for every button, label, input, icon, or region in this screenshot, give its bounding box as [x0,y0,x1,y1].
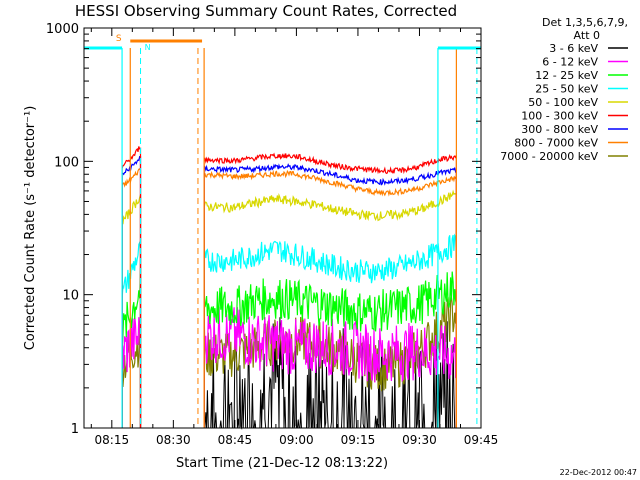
legend-entry-label: 50 - 100 keV [528,96,598,109]
y-tick-label: 10 [62,289,79,304]
night-label: N [145,43,151,52]
legend-entry-label: 7000 - 20000 keV [500,150,598,163]
series-line-25-50-kev-segment-1 [121,240,142,428]
x-tick-label: 08:15 [95,433,130,447]
series-line-800-7000-kev-segment-2 [203,169,457,428]
marker-layer: SN [84,34,481,428]
series-line-50-100-kev-segment-2 [203,189,457,428]
y-tick-label: 1 [71,422,79,437]
series-line-100-300-kev-segment-1 [121,146,142,428]
x-tick-label: 08:30 [156,433,191,447]
y-tick-label: 1000 [46,22,79,37]
x-tick-label: 09:45 [464,433,499,447]
y-tick-label: 100 [54,155,79,170]
footer-timestamp: 22-Dec-2012 00:47 [560,468,637,477]
legend-entry-label: 12 - 25 keV [535,69,598,82]
series-line-100-300-kev-segment-2 [203,152,457,428]
chart-title: HESSI Observing Summary Count Rates, Cor… [75,2,457,20]
series-line-25-50-kev-segment-2 [203,233,457,428]
legend-header-line-2: Att 0 [574,29,600,42]
legend-entry-label: 25 - 50 keV [535,83,598,96]
x-tick-label: 08:45 [218,433,253,447]
legend-entry-label: 800 - 7000 keV [514,137,598,150]
data-layer [121,146,457,430]
legend-entry-label: 3 - 6 keV [549,42,598,55]
legend-entry-label: 100 - 300 keV [521,110,598,123]
x-axis-label: Start Time (21-Dec-12 08:13:22) [176,456,388,471]
legend-entry-label: 6 - 12 keV [542,56,598,69]
y-axis-label: Corrected Count Rate (s⁻¹ detector⁻¹) [23,106,38,351]
series-line-800-7000-kev-segment-1 [121,168,142,428]
series-line-12-25-kev-segment-1 [121,268,142,428]
plot-frame [83,27,482,429]
legend-header-line-1: Det 1,3,5,6,7,9, [542,16,628,29]
legend-entry-label: 300 - 800 keV [521,123,598,136]
axis-layer: 08:15 08:30 08:45 09:00 09:15 09:30 09:45 1 10 10… [46,22,498,447]
x-tick-label: 09:15 [341,433,376,447]
series-line-6-12-kev-segment-2 [203,307,457,428]
x-tick-label: 09:30 [402,433,437,447]
series-line-300-800-kev-segment-1 [121,155,142,428]
saa-label: S [116,34,122,44]
x-tick-label: 09:00 [279,433,314,447]
series-line-50-100-kev-segment-1 [121,194,142,428]
series-line-12-25-kev-segment-2 [203,271,457,428]
series-line-300-800-kev-segment-2 [203,163,457,428]
